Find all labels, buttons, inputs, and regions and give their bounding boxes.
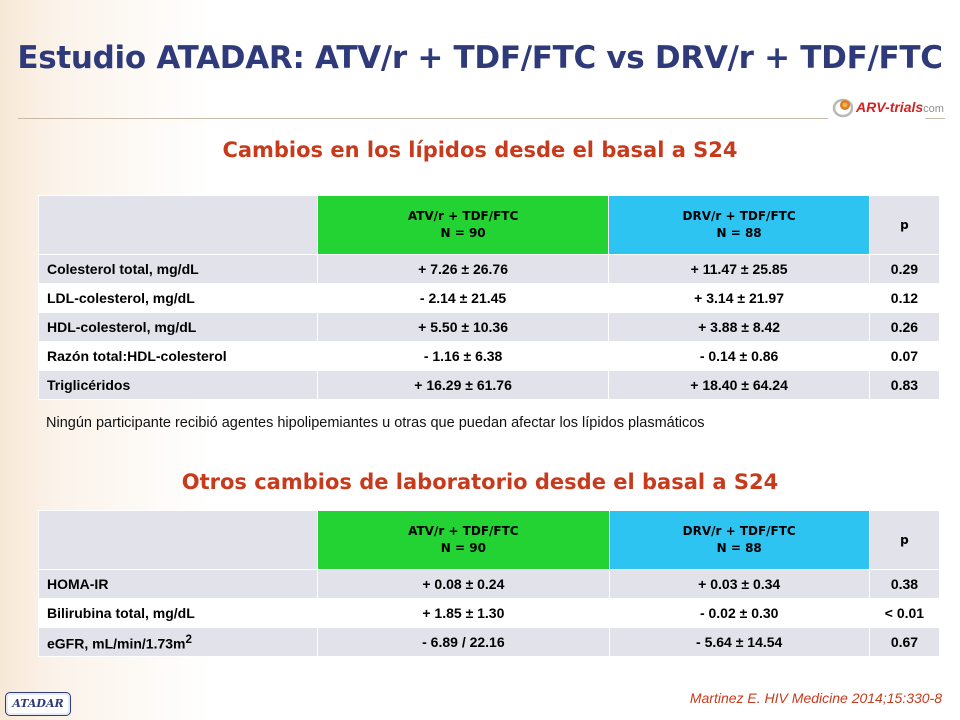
table-row: eGFR, mL/min/1.73m2 - 6.89 / 22.16 - 5.6…: [37, 627, 941, 657]
arv-trials-logo: ARV-trialscom: [832, 90, 944, 124]
labs-header-drv: DRV/r + TDF/FTC N = 88: [608, 510, 870, 570]
title-divider-right: [925, 118, 945, 119]
logo-suffix: com: [923, 103, 944, 115]
logo-brand: ARV-trials: [856, 99, 924, 115]
logo-swirl-icon: [832, 96, 854, 118]
lipids-header-atv: ATV/r + TDF/FTC N = 90: [316, 195, 610, 255]
citation: Martinez E. HIV Medicine 2014;15:330-8: [689, 690, 942, 706]
table-row: Colesterol total, mg/dL + 7.26 ± 26.76 +…: [38, 254, 941, 284]
table-row: Bilirubina total, mg/dL + 1.85 ± 1.30 - …: [37, 598, 941, 628]
table-row: Triglicéridos + 16.29 ± 61.76 + 18.40 ± …: [38, 370, 941, 400]
table-row: Razón total:HDL-colesterol - 1.16 ± 6.38…: [38, 341, 941, 371]
lipids-header-p: p: [868, 195, 941, 255]
lipids-header-drv: DRV/r + TDF/FTC N = 88: [608, 195, 870, 255]
lipids-footnote: Ningún participante recibió agentes hipo…: [46, 415, 705, 431]
labs-heading: Otros cambios de laboratorio desde el ba…: [181, 470, 779, 494]
table-row: HDL-colesterol, mg/dL + 5.50 ± 10.36 + 3…: [38, 312, 941, 342]
table-row: LDL-colesterol, mg/dL - 2.14 ± 21.45 + 3…: [38, 283, 941, 313]
labs-header-p: p: [868, 510, 941, 570]
lipids-heading: Cambios en los lípidos desde el basal a …: [222, 138, 738, 162]
table-row: HOMA-IR + 0.08 ± 0.24 + 0.03 ± 0.34 0.38: [37, 569, 941, 599]
lipids-table: ATV/r + TDF/FTC N = 90 DRV/r + TDF/FTC N…: [38, 195, 941, 400]
page-title: Estudio ATADAR: ATV/r + TDF/FTC vs DRV/r…: [17, 40, 943, 76]
labs-header-blank: [37, 510, 319, 570]
lipids-header-blank: [38, 195, 318, 255]
title-divider: [18, 118, 828, 119]
labs-table: ATV/r + TDF/FTC N = 90 DRV/r + TDF/FTC N…: [37, 510, 941, 657]
labs-header-atv: ATV/r + TDF/FTC N = 90: [317, 510, 610, 570]
study-badge: ATADAR: [5, 692, 71, 716]
